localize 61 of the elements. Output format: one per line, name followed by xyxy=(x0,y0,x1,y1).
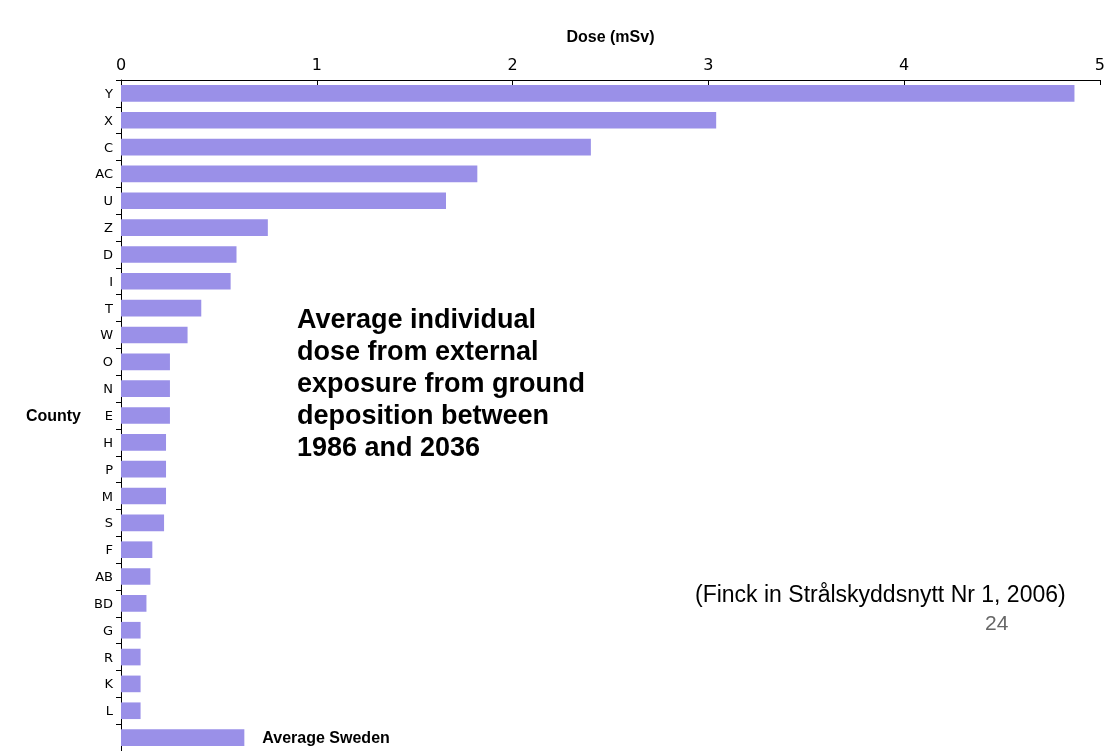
y-tick-label: P xyxy=(105,461,114,477)
y-tick-label: Z xyxy=(104,220,114,236)
bar xyxy=(121,165,478,183)
annotation: (Finck in Strålskyddsnytt Nr 1, 2006) xyxy=(695,580,1066,607)
y-tick-label: E xyxy=(104,408,113,423)
bar xyxy=(121,487,167,505)
bar xyxy=(121,621,141,639)
y-tick-label: N xyxy=(103,381,113,397)
bar xyxy=(121,192,446,210)
y-tick-label: T xyxy=(104,300,114,316)
y-tick-label: K xyxy=(104,676,114,692)
y-tick-label: C xyxy=(103,139,113,155)
bar xyxy=(121,111,717,129)
y-tick-label: R xyxy=(103,649,113,665)
y-tick-label: AB xyxy=(95,569,113,585)
bar xyxy=(121,702,141,720)
bar xyxy=(121,326,188,344)
bar xyxy=(121,568,151,585)
y-tick-label: M xyxy=(101,488,113,504)
bar xyxy=(121,434,167,451)
y-tick-label: W xyxy=(100,327,114,343)
bar xyxy=(121,460,167,478)
y-tick-label: S xyxy=(104,515,113,531)
text: Average individual dose from external exposure from ground deposition between 1986 and 2036 xyxy=(297,304,593,462)
y-tick-label: G xyxy=(102,622,113,638)
bar xyxy=(121,138,591,156)
bar xyxy=(121,648,141,666)
y-tick-label: AC xyxy=(95,166,113,182)
y-tick-label: O xyxy=(102,354,113,370)
y-tick-label: U xyxy=(103,193,113,209)
bar xyxy=(121,85,1075,102)
bar xyxy=(121,729,245,746)
bar xyxy=(121,353,170,371)
bar xyxy=(121,675,141,693)
y-tick-label: I xyxy=(109,273,113,289)
y-axis-title: County xyxy=(25,407,82,424)
annotation: Average Sweden xyxy=(262,729,390,747)
y-tick-label: X xyxy=(104,112,114,128)
bar xyxy=(121,219,268,236)
bar xyxy=(121,272,231,290)
y-tick-label: Y xyxy=(104,85,114,101)
bar xyxy=(121,541,153,559)
x-tick-label: 0 xyxy=(115,54,127,74)
y-tick-label: BD xyxy=(94,595,113,611)
x-axis-title: Dose (mSv) xyxy=(566,27,655,45)
y-tick-label: L xyxy=(105,703,114,719)
y-tick-label: H xyxy=(103,434,113,450)
bar xyxy=(121,246,237,263)
bar xyxy=(121,595,147,612)
bar xyxy=(121,407,170,424)
x-tick-label: 3 xyxy=(703,54,714,74)
annotation: 24 xyxy=(985,611,1009,634)
x-tick-label: 2 xyxy=(507,54,518,74)
x-tick-label: 4 xyxy=(899,54,910,74)
x-tick-label: 1 xyxy=(311,54,322,74)
bar xyxy=(121,514,165,532)
bar xyxy=(121,299,202,317)
bar xyxy=(121,380,170,397)
y-tick-label: D xyxy=(102,246,113,262)
y-tick-label: F xyxy=(105,542,113,558)
x-tick-label: 5 xyxy=(1094,54,1105,74)
